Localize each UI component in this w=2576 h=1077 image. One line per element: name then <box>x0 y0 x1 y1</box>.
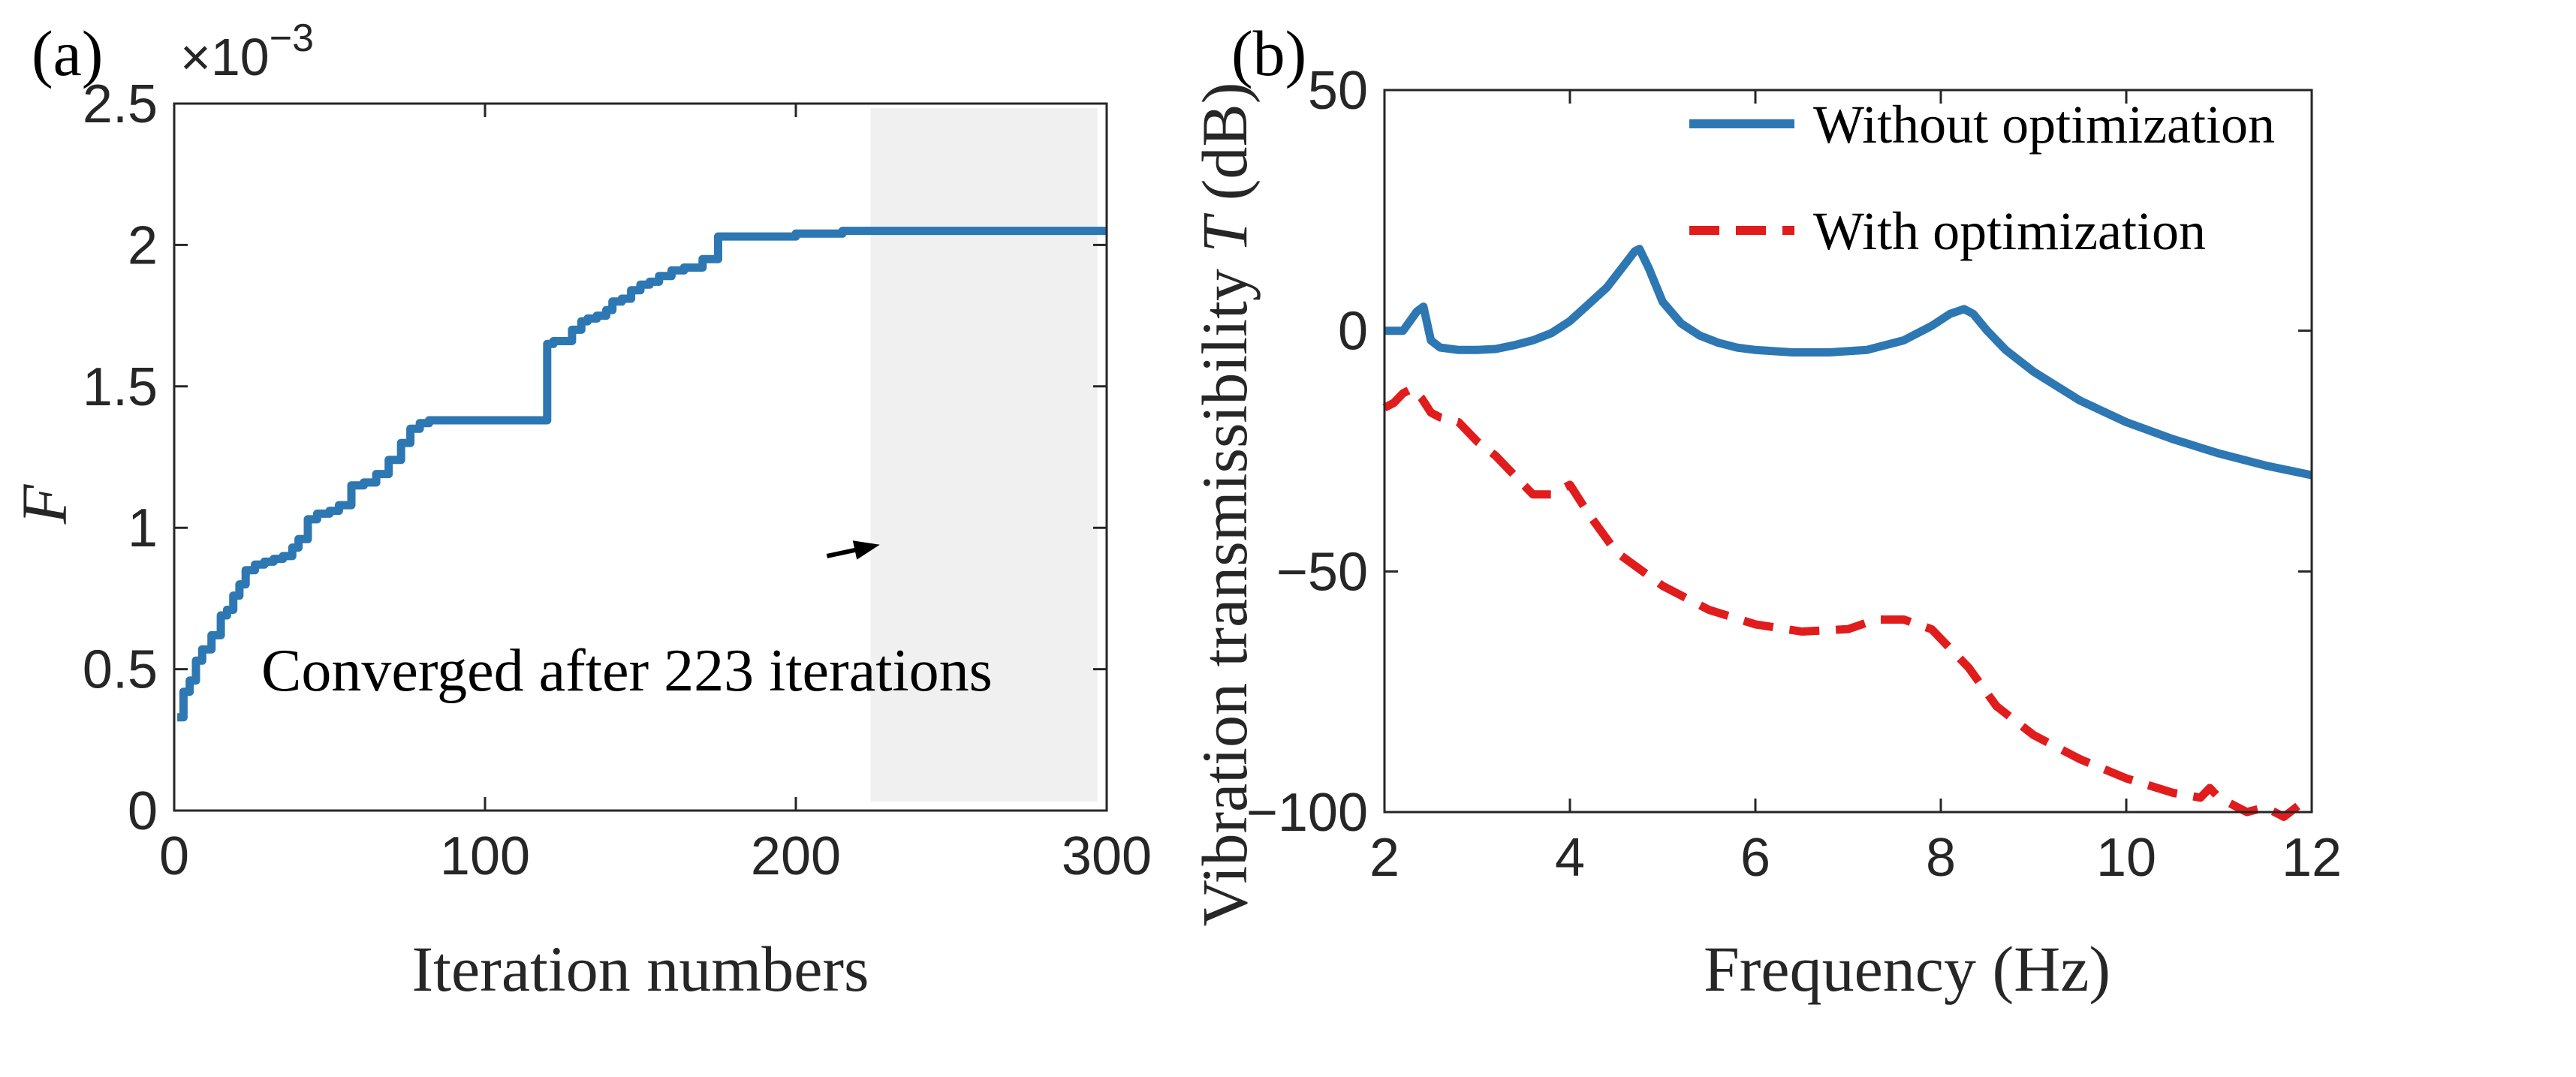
x-tick-label: 10 <box>2096 828 2156 888</box>
converged-region-shading <box>870 108 1098 802</box>
panel-b-x-axis-label: Frequency (Hz) <box>1704 933 2111 1005</box>
legend-label-without-optimization: Without optimization <box>1813 95 2275 155</box>
y-tick-label: 50 <box>1308 61 1368 121</box>
series-line-without-optimization <box>1384 245 2313 480</box>
panel-b-y-axis-label-unit: (dB) <box>1189 83 1261 217</box>
series-line-with-optimization <box>1382 384 2314 821</box>
x-tick-label: 100 <box>440 826 530 886</box>
y-tick-label: −50 <box>1276 542 1368 602</box>
panel-a-series <box>177 227 1107 722</box>
y-multiplier-base: ×10 <box>180 28 270 86</box>
x-tick-label: 8 <box>1926 828 1956 888</box>
y-tick-label: 0 <box>128 781 158 841</box>
panel-b-label: (b) <box>1231 17 1306 89</box>
panel-a-x-axis-label: Iteration numbers <box>412 933 869 1005</box>
y-tick-label: 0.5 <box>83 640 158 700</box>
series-line-f <box>177 227 1107 722</box>
convergence-annotation: Converged after 223 iterations <box>261 638 993 704</box>
x-tick-label: 2 <box>1369 828 1399 888</box>
y-tick-label: 0 <box>1338 302 1368 362</box>
x-tick-label: 4 <box>1555 828 1585 888</box>
panel-a-label: (a) <box>32 17 103 89</box>
panel-b-tick-labels: 2 4 6 8 10 12 −100 −50 0 50 <box>1246 61 2342 888</box>
y-tick-label: 2.5 <box>83 74 158 134</box>
panel-b: 2 4 6 8 10 12 −100 −50 0 50 (b) Frequency (Hz) Vi… <box>1189 17 2342 1005</box>
x-tick-label: 12 <box>2282 828 2342 888</box>
panel-a-axes-frame <box>173 102 1108 812</box>
y-tick-label: −100 <box>1246 783 1368 843</box>
panel-b-y-axis-label-prefix: Vibration transmissibility <box>1189 253 1261 927</box>
x-tick-label: 0 <box>159 826 189 886</box>
panel-b-axes-frame <box>1383 89 2313 814</box>
y-tick-label: 2 <box>128 215 158 275</box>
x-tick-label: 6 <box>1740 828 1770 888</box>
panel-a-y-axis-label: F <box>8 483 80 525</box>
panel-a: 0 100 200 300 0 0.5 1 1.5 2 2.5 (a) ×10−3 Iterati… <box>8 17 1152 1005</box>
panel-a-tick-labels: 0 100 200 300 0 0.5 1 1.5 2 2.5 <box>83 74 1152 886</box>
x-tick-label: 300 <box>1062 826 1152 886</box>
y-multiplier: ×10−3 <box>180 17 314 86</box>
panel-b-y-axis-label-variable: T <box>1189 213 1261 253</box>
y-tick-label: 1.5 <box>83 357 158 417</box>
panel-b-ticks <box>1383 89 2313 814</box>
annotation-arrow <box>826 546 860 558</box>
x-tick-label: 200 <box>751 826 841 886</box>
annotation-arrow-head <box>852 540 880 560</box>
panel-b-legend: Without optimization With optimization <box>1689 95 2275 261</box>
y-tick-label: 1 <box>128 498 158 558</box>
panel-b-y-axis-label: Vibration transmissibility T (dB) <box>1189 83 1261 927</box>
legend-label-with-optimization: With optimization <box>1813 201 2206 261</box>
y-multiplier-exponent: −3 <box>270 17 314 60</box>
panel-b-series <box>1382 245 2314 821</box>
